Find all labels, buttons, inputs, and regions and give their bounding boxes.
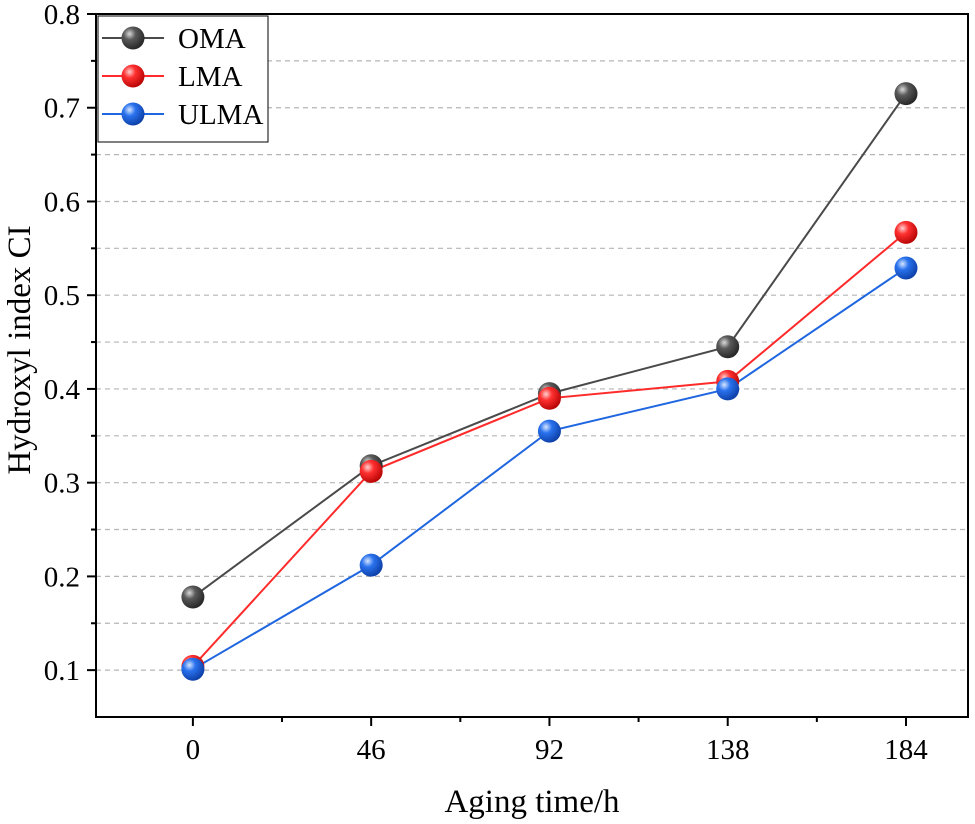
legend-marker-lma: [121, 64, 145, 88]
data-point-oma: [716, 335, 740, 359]
legend: OMA LMA ULMA: [97, 15, 269, 143]
y-tick-label: 0.5: [44, 280, 80, 312]
plot-frame: [95, 13, 969, 718]
series-line-lma: [192, 231, 907, 668]
x-tick-label: 184: [884, 734, 928, 766]
data-point-ulma: [181, 657, 205, 681]
legend-marker-ulma: [121, 102, 145, 126]
legend-label-ulma: ULMA: [178, 99, 263, 131]
y-tick-label: 0.1: [44, 655, 80, 687]
legend-marker-oma: [121, 26, 145, 50]
series-line-oma: [192, 93, 907, 598]
data-point-ulma: [716, 377, 740, 401]
data-point-ulma: [894, 256, 918, 280]
data-point-lma: [894, 220, 918, 244]
x-tick-label: 46: [357, 734, 386, 766]
data-point-ulma: [359, 553, 383, 577]
x-tick-label: 92: [535, 734, 564, 766]
data-point-oma: [894, 82, 918, 106]
y-tick-label: 0.2: [44, 561, 80, 593]
y-tick-label: 0.3: [44, 468, 80, 500]
legend-label-lma: LMA: [178, 61, 243, 93]
x-tick-label: 0: [186, 734, 201, 766]
y-tick-label: 0.7: [44, 93, 80, 125]
data-point-ulma: [537, 419, 561, 443]
x-tick-label: 138: [706, 734, 750, 766]
data-point-lma: [537, 386, 561, 410]
x-axis: 0 46 92 138 184: [186, 717, 928, 766]
legend-label-oma: OMA: [178, 23, 246, 55]
series-line-ulma: [192, 267, 907, 671]
y-tick-label: 0.4: [44, 374, 81, 406]
y-tick-label: 0.8: [44, 0, 80, 31]
y-axis-title: Hydroxyl index CI: [2, 225, 38, 474]
grid-lines: [96, 60, 968, 671]
data-point-lma: [359, 459, 383, 483]
y-axis: 0.1 0.2 0.3 0.4 0.5 0.6 0.7 0.8: [44, 0, 96, 687]
y-tick-label: 0.6: [44, 186, 80, 218]
data-series: [181, 82, 918, 681]
x-axis-title: Aging time/h: [444, 784, 620, 820]
data-point-oma: [181, 585, 205, 609]
